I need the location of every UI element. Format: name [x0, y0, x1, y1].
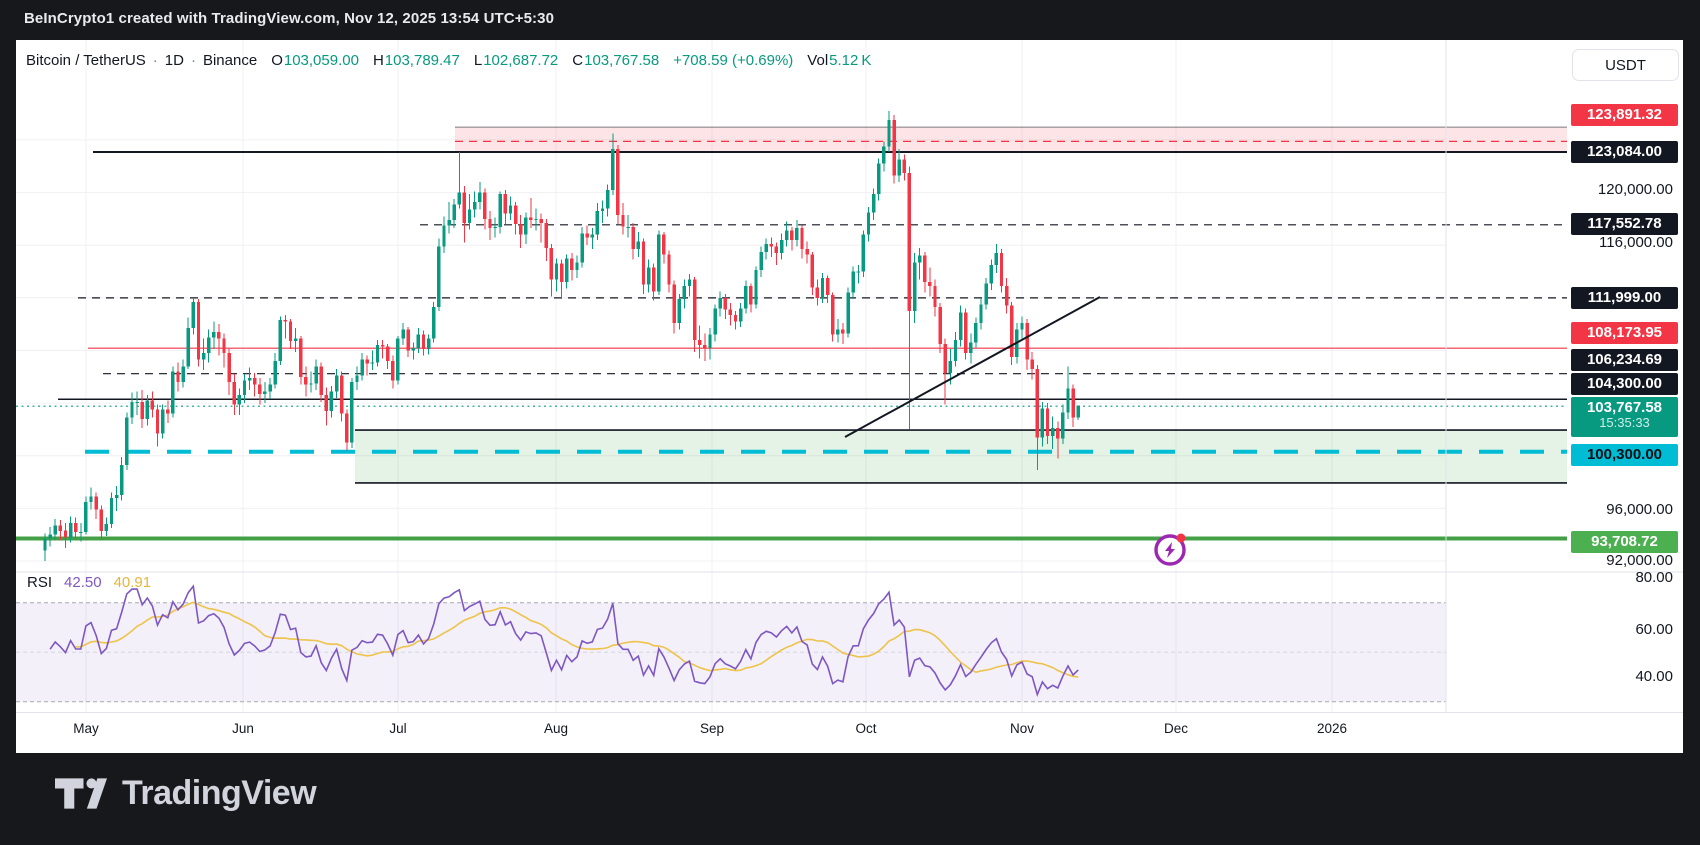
change-value: +708.59 (+0.69%): [673, 51, 794, 69]
top-bar: BeInCrypto1 created with TradingView.com…: [0, 0, 1700, 40]
price-tick-label: 40.00: [1635, 668, 1673, 685]
rsi-legend: RSI 42.50 40.91: [27, 574, 151, 591]
price-tick-label: 120,000.00: [1597, 181, 1673, 198]
price-tick-label: 96,000.00: [1606, 501, 1673, 518]
time-tick-label: Nov: [1009, 721, 1035, 736]
time-tick-label: Sep: [699, 721, 725, 736]
ohlc-low: L102,687.72: [473, 51, 559, 69]
price-axis[interactable]: 123,891.32 123,084.00 120,000.00 117,552.78…: [1556, 40, 1678, 753]
chart-panel: Bitcoin / TetherUS · 1D · Binance O103,0…: [16, 40, 1683, 753]
chart-canvas[interactable]: [16, 40, 1683, 753]
price-tick-label: 60.00: [1635, 621, 1673, 638]
time-tick-label: Aug: [543, 721, 569, 736]
rsi-value: 42.50: [64, 574, 102, 591]
ohlc-high: H103,789.47: [372, 51, 460, 69]
currency-toggle-button[interactable]: USDT: [1572, 49, 1679, 81]
price-label-badge: 123,891.32: [1571, 104, 1678, 126]
rsi-title: RSI: [27, 574, 53, 591]
chart-credit: BeInCrypto1 created with TradingView.com…: [24, 10, 555, 27]
exchange-label: Binance: [202, 51, 258, 69]
price-label-badge: 108,173.95: [1571, 322, 1678, 344]
price-label-badge: 93,708.72: [1571, 531, 1678, 553]
ohlc-close: C103,767.58: [572, 51, 660, 69]
price-label-badge: 123,084.00: [1571, 141, 1678, 163]
price-label-badge: 103,767.58 15:35:33: [1571, 397, 1678, 437]
interval-label[interactable]: 1D: [164, 51, 184, 69]
price-label-badge: 117,552.78: [1571, 213, 1678, 235]
tradingview-logo-icon: [55, 778, 107, 809]
symbol-title[interactable]: Bitcoin / TetherUS: [26, 51, 146, 69]
price-tick-label: 116,000.00: [1599, 234, 1673, 251]
time-tick-label: Jun: [232, 721, 254, 736]
legend-separator: ·: [152, 51, 158, 69]
ohlc-open: O103,059.00: [271, 51, 359, 69]
price-label-badge: 104,300.00: [1571, 373, 1678, 395]
time-tick-label: May: [73, 721, 99, 736]
price-label-badge: 100,300.00: [1571, 444, 1678, 466]
legend-separator: ·: [190, 51, 196, 69]
volume: Vol5.12 K: [807, 51, 872, 69]
price-tick-label: 92,000.00: [1606, 552, 1673, 569]
symbol-legend: Bitcoin / TetherUS · 1D · Binance O103,0…: [26, 50, 871, 70]
time-tick-label: 2026: [1316, 721, 1348, 736]
time-axis[interactable]: May Jun Jul Aug Sep Oct Nov Dec 2026: [16, 712, 1683, 753]
tradingview-watermark[interactable]: TradingView: [55, 774, 317, 813]
rsi-ma-value: 40.91: [113, 574, 152, 591]
price-label-badge: 106,234.69: [1571, 349, 1678, 371]
tradingview-watermark-text: TradingView: [122, 774, 317, 812]
time-tick-label: Dec: [1163, 721, 1189, 736]
time-tick-label: Jul: [389, 721, 407, 736]
price-tick-label: 80.00: [1635, 569, 1673, 586]
price-label-badge: 111,999.00: [1571, 287, 1678, 309]
time-tick-label: Oct: [855, 721, 877, 736]
lightning-marker-icon[interactable]: [1154, 533, 1186, 566]
